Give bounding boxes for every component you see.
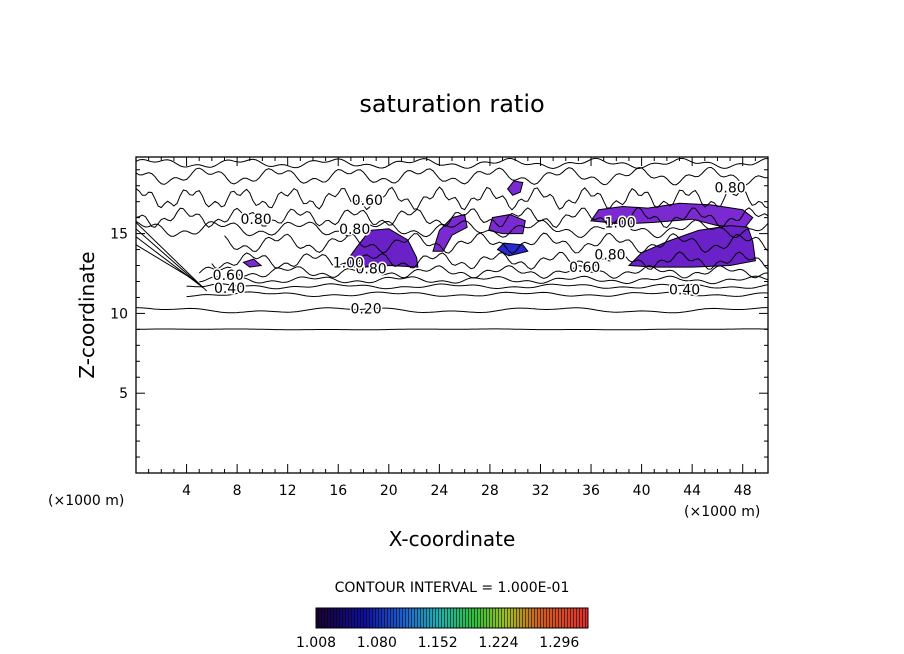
x-tick-label: 8 (233, 483, 242, 499)
y-axis-label: Z-coordinate (75, 251, 99, 378)
colorbar-tick-label: 1.152 (418, 635, 458, 651)
x-unit-right: (×1000 m) (684, 504, 760, 520)
x-tick-label: 48 (734, 483, 752, 499)
colorbar-stripes (316, 608, 588, 628)
x-unit-left: (×1000 m) (48, 493, 124, 509)
contour-line (136, 186, 768, 211)
y-tick-label: 5 (119, 386, 128, 402)
y-tick-label: 15 (110, 227, 128, 243)
contour-label: 0.20 (350, 302, 381, 318)
x-tick-label: 20 (380, 483, 398, 499)
colorbar-tick-label: 1.008 (296, 635, 336, 651)
colorbar-tick-label: 1.080 (357, 635, 397, 651)
region-cloud-b (343, 228, 419, 268)
contour-line (136, 157, 768, 170)
contour-line (199, 275, 768, 285)
x-tick-label: 28 (481, 483, 499, 499)
x-tick-label: 16 (329, 483, 347, 499)
contour-label: 0.80 (240, 212, 271, 228)
colorbar: 1.008 1.080 1.152 1.224 1.296 (296, 607, 589, 651)
contour-label: 0.60 (569, 260, 600, 276)
contour-label: 0.80 (714, 180, 745, 196)
contour-line (136, 328, 768, 331)
contour-line (136, 244, 195, 281)
contour-label: 0.40 (669, 282, 700, 298)
contour-line (186, 291, 768, 298)
region-cloud-e (506, 180, 524, 196)
x-tick-label: 12 (279, 483, 297, 499)
contour-line (186, 283, 768, 290)
contour-line (136, 206, 768, 229)
colorbar-frame (315, 607, 589, 629)
region-cloud-d (488, 213, 526, 235)
contour-line (211, 251, 768, 271)
contour-line (136, 307, 768, 314)
contour-label: 1.00 (333, 255, 364, 271)
contour-label: 0.40 (214, 281, 245, 297)
contour-label: 0.80 (356, 262, 387, 278)
x-tick-label: 40 (633, 483, 651, 499)
region-cloud-f (496, 242, 529, 257)
contour-label: 1.00 (605, 215, 636, 231)
region-cloud-h (627, 225, 756, 268)
y-tick-label: 10 (110, 306, 128, 322)
contour-interval-text: CONTOUR INTERVAL = 1.000E-01 (335, 580, 570, 596)
x-axis-label: X-coordinate (389, 527, 516, 551)
contour-line (136, 219, 768, 239)
contour-line (198, 265, 768, 279)
contour-line (224, 232, 768, 254)
x-tick-label: 36 (582, 483, 600, 499)
contour-label: 0.80 (594, 247, 625, 263)
contour-line (136, 222, 208, 292)
contour-line (136, 166, 768, 186)
x-tick-label: 32 (532, 483, 550, 499)
x-tick-label: 44 (683, 483, 701, 499)
x-tick-label: 24 (430, 483, 448, 499)
contour-label: 0.60 (352, 193, 383, 209)
x-tick-label: 4 (182, 483, 191, 499)
contour-label: 0.60 (213, 268, 244, 284)
colorbar-tick-label: 1.224 (478, 635, 518, 651)
chart-title: saturation ratio (359, 90, 544, 118)
colorbar-tick-label: 1.296 (539, 635, 579, 651)
contour-label: 0.80 (339, 222, 370, 238)
region-cloud-a (242, 258, 263, 268)
